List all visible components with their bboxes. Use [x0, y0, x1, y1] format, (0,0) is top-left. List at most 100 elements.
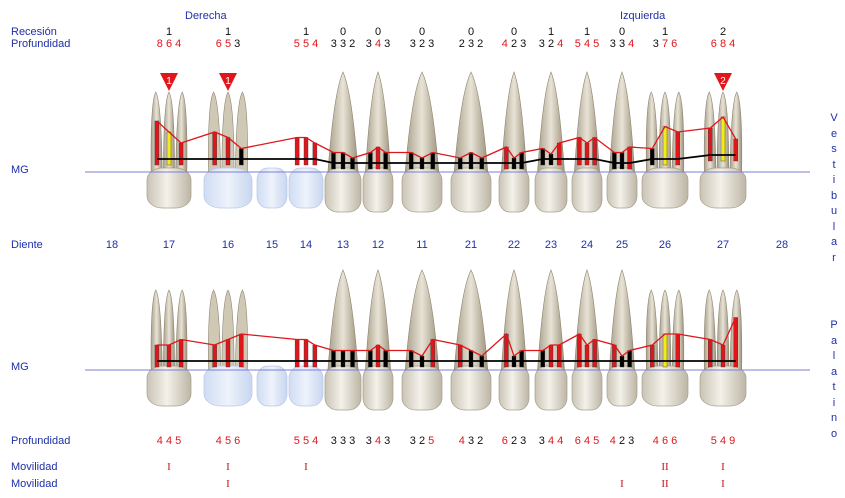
profundidad-top-label: Profundidad [11, 38, 71, 50]
depth-vestibular-14: 5 5 4 [276, 38, 336, 50]
depth-digit: 5 [574, 38, 584, 50]
vest-tooth-23-crown [534, 167, 568, 213]
depth-vestibular-16: 6 5 3 [198, 38, 258, 50]
depth-palatino-21: 4 3 2 [441, 435, 501, 447]
tooth-number-12: 12 [371, 239, 385, 251]
depth-digit: 3 [339, 38, 350, 50]
depth-vestibular-13: 3 3 2 [313, 38, 373, 50]
tooth-number-23: 23 [544, 239, 558, 251]
depth-digit: 2 [477, 435, 484, 447]
vest-tooth-21-root [453, 71, 489, 173]
vest-bar-12 [375, 146, 381, 170]
tooth-number-24: 24 [580, 239, 594, 251]
pala-tooth-11-root [404, 269, 440, 371]
depth-digit: 3 [520, 38, 527, 50]
depth-digit: 6 [165, 38, 176, 50]
movilidad-2-label: Movilidad [11, 478, 58, 490]
vest-bar-26 [675, 131, 680, 166]
recesion-value-17: 1 [165, 26, 173, 38]
depth-digit: 3 [618, 38, 629, 50]
depth-digit: 6 [234, 435, 241, 447]
depth-digit: 4 [557, 435, 564, 447]
vest-bar-16 [212, 131, 217, 166]
vest-bar-27 [733, 138, 738, 162]
depth-digit: 4 [215, 435, 225, 447]
pala-tooth-26-root [645, 289, 659, 371]
depth-digit: 6 [671, 435, 678, 447]
depth-digit: 3 [384, 435, 391, 447]
pala-bar-17 [178, 339, 184, 368]
recesion-value-26: 1 [661, 26, 669, 38]
pala-tooth-15-crown [256, 365, 288, 407]
depth-digit: 5 [428, 435, 435, 447]
depth-digit: 3 [409, 38, 419, 50]
vest-tooth-27-root [729, 91, 743, 173]
depth-vestibular-21: 2 3 2 [441, 38, 501, 50]
vest-bar-24 [592, 137, 597, 166]
vest-attachment-line [156, 115, 737, 159]
vest-tooth-17-crown [146, 167, 192, 209]
depth-vestibular-23: 3 2 4 [521, 38, 581, 50]
pala-tooth-11-crown [401, 365, 443, 411]
pala-tooth-12-root [365, 269, 391, 371]
depth-digit: 4 [156, 435, 166, 447]
pala-bar-23 [548, 344, 554, 368]
depth-digit: 3 [409, 435, 419, 447]
vest-bar-16 [239, 148, 244, 166]
recesion-label: Recesión [11, 26, 57, 38]
depth-digit: 5 [302, 38, 313, 50]
tooth-number-16: 16 [221, 239, 235, 251]
depth-digit: 3 [339, 435, 350, 447]
depth-digit: 7 [661, 38, 672, 50]
depth-palatino-14: 5 5 4 [276, 435, 336, 447]
depth-digit: 8 [156, 38, 166, 50]
vest-tooth-11-crown [401, 167, 443, 213]
pala-bar-13 [350, 350, 355, 368]
depth-digit: 2 [458, 38, 468, 50]
vest-tooth-11-root [404, 71, 440, 173]
depth-digit: 4 [719, 435, 730, 447]
vest-bar-11 [430, 152, 435, 170]
pala-tooth-12-crown [362, 365, 394, 411]
pala-tooth-16-root [235, 289, 248, 371]
depth-digit: 3 [330, 435, 340, 447]
vest-bar-24 [584, 142, 590, 166]
depth-digit: 3 [652, 38, 662, 50]
depth-palatino-25: 4 2 3 [592, 435, 652, 447]
movilidad-1-17: I [167, 461, 171, 473]
pala-bar-27 [708, 339, 713, 368]
pala-bar-14 [312, 344, 318, 368]
depth-digit: 6 [710, 38, 720, 50]
pala-bar-12 [383, 350, 388, 368]
tooth-number-14: 14 [299, 239, 313, 251]
depth-digit: 6 [215, 38, 225, 50]
depth-digit: 3 [467, 38, 478, 50]
tooth-number-27: 27 [716, 239, 730, 251]
movilidad-2-26: II [661, 478, 669, 490]
vest-tooth-16-root [235, 91, 248, 173]
vest-tooth-26-root [645, 91, 659, 173]
tooth-number-13: 13 [336, 239, 350, 251]
pala-bar-13 [331, 350, 336, 368]
depth-vestibular-26: 3 7 6 [635, 38, 695, 50]
tooth-number-21: 21 [464, 239, 478, 251]
depth-digit: 2 [349, 38, 356, 50]
vest-bar-26 [650, 148, 655, 166]
depth-palatino-23: 3 4 4 [521, 435, 581, 447]
depth-digit: 3 [365, 38, 375, 50]
depth-palatino-12: 3 4 3 [348, 435, 408, 447]
vest-tooth-16-crown [203, 167, 253, 209]
depth-digit: 4 [175, 38, 182, 50]
vest-bar-16 [225, 137, 231, 166]
depth-digit: 6 [661, 435, 672, 447]
pala-tooth-14-crown [288, 365, 324, 407]
vest-tooth-12-crown [362, 167, 394, 213]
pala-bar-13 [340, 350, 346, 368]
pala-tooth-23-crown [534, 365, 568, 411]
pala-bar-12 [375, 344, 381, 368]
vest-tooth-21-crown [450, 167, 492, 213]
tooth-number-28: 28 [775, 239, 789, 251]
pala-tooth-21-root [453, 269, 489, 371]
depth-digit: 5 [224, 38, 235, 50]
